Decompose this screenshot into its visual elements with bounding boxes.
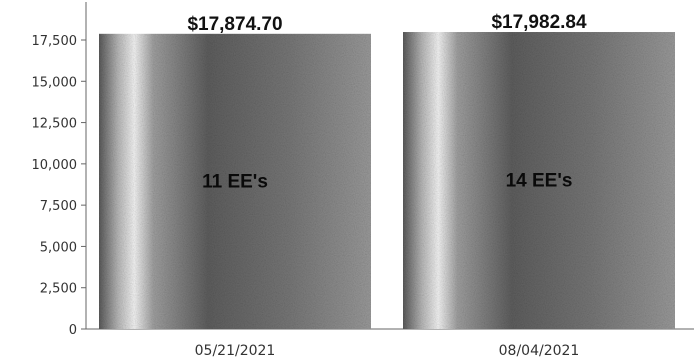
bar-labels: $17,874.70 11 EE's $17,982.84 14 EE's — [187, 12, 587, 192]
bar-inner-label: 14 EE's — [506, 170, 573, 191]
y-tick-label: 2,500 — [40, 282, 77, 297]
bar — [403, 32, 675, 329]
x-category-label: 08/04/2021 — [499, 343, 580, 359]
y-tick-label: 17,500 — [32, 34, 78, 49]
bar — [99, 33, 371, 329]
y-tick-label: 5,000 — [40, 240, 77, 255]
y-ticks: 0 2,500 5,000 7,500 10,000 12,500 15,000 17,500 — [32, 34, 86, 338]
y-tick-label: 10,000 — [32, 158, 78, 173]
y-tick-label: 0 — [69, 323, 77, 338]
x-category-label: 05/21/2021 — [195, 343, 276, 359]
y-tick-label: 12,500 — [32, 117, 78, 132]
y-tick-label: 15,000 — [32, 75, 78, 90]
bar-value-label: $17,874.70 — [187, 14, 282, 35]
bar-value-label: $17,982.84 — [491, 12, 587, 33]
category-labels: 05/21/2021 08/04/2021 — [195, 343, 580, 359]
y-tick-label: 7,500 — [40, 199, 77, 214]
bar-inner-label: 11 EE's — [202, 171, 268, 192]
bars — [99, 32, 675, 329]
